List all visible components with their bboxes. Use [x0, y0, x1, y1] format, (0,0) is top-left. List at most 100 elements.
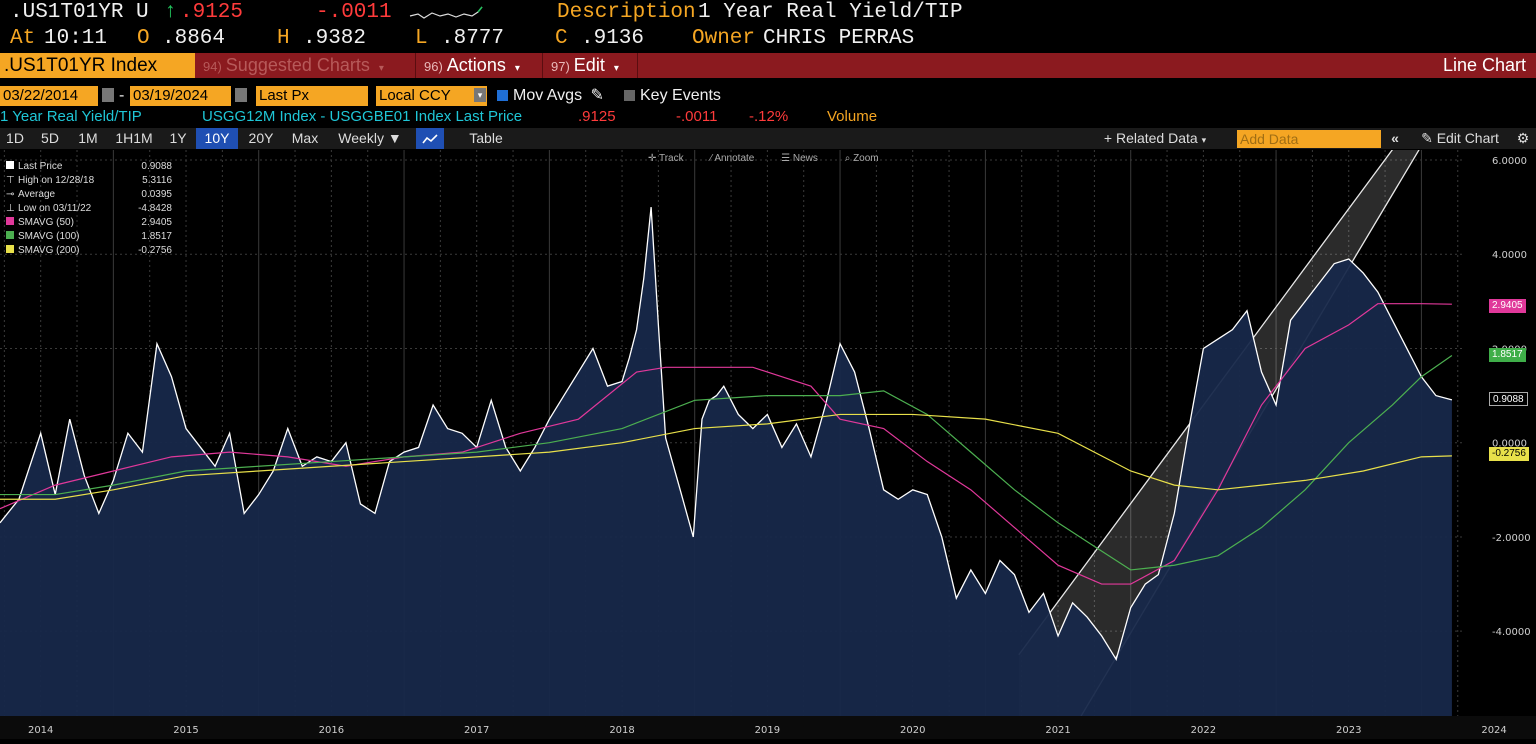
calendar-icon[interactable] — [102, 88, 114, 102]
price-field-select[interactable]: Last Px — [256, 86, 368, 106]
legend-label: Last Price — [18, 161, 63, 172]
gear-icon[interactable]: ⚙ — [1516, 130, 1530, 146]
x-tick-label: 2022 — [1191, 725, 1216, 736]
news-tool[interactable]: ☰ News — [781, 153, 818, 164]
legend-value: 2.9405 — [141, 217, 172, 228]
at-label: At — [10, 27, 36, 50]
y-tick-label: 6.0000 — [1492, 156, 1527, 167]
chart-tools: ✛ Track ⁄ Annotate ☰ News ⌕ Zoom — [648, 153, 903, 164]
price-area — [0, 207, 1452, 716]
chevron-down-icon[interactable]: ▾ — [474, 88, 486, 102]
command-bar — [0, 53, 1536, 78]
low-value: .8777 — [441, 27, 505, 50]
close-label: C — [555, 27, 568, 50]
legend-value: -4.8428 — [138, 203, 172, 214]
x-tick-label: 2021 — [1045, 725, 1070, 736]
close-value: .9136 — [581, 27, 645, 50]
legend-value: 1.8517 — [141, 231, 172, 242]
calendar-icon[interactable] — [235, 88, 247, 102]
add-data-input[interactable]: Add Data — [1237, 130, 1381, 148]
legend-value: -0.2756 — [138, 245, 172, 256]
up-arrow-icon: ↑ — [164, 1, 177, 24]
x-tick-label: 2018 — [609, 725, 634, 736]
chevron-down-icon: ▾ — [613, 63, 619, 74]
range-1m[interactable]: 1M — [78, 130, 98, 146]
sma50-axis-tag: 2.9405 — [1489, 299, 1526, 313]
actions-button[interactable]: 96) Actions ▾ — [418, 53, 543, 78]
frequency-select[interactable]: Weekly ▼ — [330, 128, 410, 149]
edit-chart-button[interactable]: ✎ Edit Chart — [1410, 128, 1510, 149]
chart-type-icon[interactable] — [416, 128, 444, 149]
key-events-checkbox[interactable]: Key Events — [624, 85, 721, 107]
owner-value: CHRIS PERRAS — [763, 27, 915, 50]
sparkline-icon — [409, 6, 483, 19]
y-tick-label: -2.0000 — [1492, 533, 1531, 544]
chevron-down-icon: ▾ — [514, 63, 520, 74]
legend-row: ⊸ Average 0.0395 — [6, 188, 172, 202]
range-20y[interactable]: 20Y — [248, 130, 274, 146]
chart-area[interactable]: 2014 2015 2016 2017 2018 2019 2020 2021 2022 2023… — [0, 145, 1536, 739]
legend-swatch — [6, 245, 14, 253]
description-label: Description — [557, 1, 696, 24]
range-1h1m[interactable]: 1H1M — [115, 130, 153, 146]
x-tick-label: 2015 — [173, 725, 198, 736]
x-axis-band — [0, 716, 1536, 739]
annotate-tool[interactable]: ⁄ Annotate — [710, 153, 755, 164]
edit-button[interactable]: 97) Edit ▾ — [545, 53, 638, 78]
zoom-tool[interactable]: ⌕ Zoom — [844, 153, 879, 164]
x-tick-label: 2016 — [319, 725, 344, 736]
sma100-line — [0, 355, 1453, 571]
mov-avgs-checkbox[interactable]: Mov Avgs ✎ — [497, 85, 604, 107]
security-field[interactable]: .US1T01YR Index — [0, 53, 195, 78]
pencil-icon[interactable]: ✎ — [590, 87, 604, 104]
net-change: -.0011 — [316, 1, 392, 24]
legend-row: SMAVG (50) 2.9405 — [6, 216, 172, 230]
range-5d[interactable]: 5D — [41, 130, 59, 146]
actions-num: 96) — [424, 59, 443, 74]
owner-label: Owner — [692, 27, 756, 50]
description-value: 1 Year Real Yield/TIP — [698, 1, 963, 24]
range-1y[interactable]: 1Y — [169, 130, 187, 146]
legend-label: SMAVG (50) — [18, 217, 74, 228]
series-last: .9125 — [578, 108, 616, 125]
line-chart[interactable]: 2014 2015 2016 2017 2018 2019 2020 2021 2022 2023… — [0, 145, 1536, 739]
checkbox-checked-icon — [497, 90, 508, 101]
sma50-line — [0, 303, 1452, 585]
range-toolbar — [0, 128, 1536, 149]
zoom-tool-label: Zoom — [853, 153, 879, 164]
table-button[interactable]: Table — [469, 130, 503, 146]
collapse-icon[interactable]: « — [1391, 130, 1399, 146]
currency-select[interactable]: Local CCY — [376, 86, 487, 106]
legend-row: SMAVG (100) 1.8517 — [6, 230, 172, 244]
edit-chart-label: Edit Chart — [1436, 130, 1499, 146]
key-events-label: Key Events — [640, 87, 721, 104]
x-tick-label: 2014 — [28, 725, 53, 736]
related-data-button[interactable]: + Related Data ▾ — [1090, 128, 1220, 149]
track-tool-label: Track — [658, 153, 684, 164]
frequency-label: Weekly — [338, 130, 384, 146]
range-1d[interactable]: 1D — [6, 130, 24, 146]
chevron-down-icon: ▾ — [378, 63, 384, 74]
track-tool[interactable]: ✛ Track — [648, 153, 684, 164]
y-tick-label: 4.0000 — [1492, 250, 1527, 261]
suggested-charts-button[interactable]: 94) Suggested Charts ▾ — [197, 53, 416, 78]
series-pct-change: -.12% — [749, 108, 789, 125]
open-value: .8864 — [162, 27, 226, 50]
legend-value: 5.3116 — [142, 175, 172, 186]
legend-row: ⊥ Low on 03/11/22 -4.8428 — [6, 202, 172, 216]
high-label: H — [277, 27, 290, 50]
range-10y[interactable]: 10Y — [196, 128, 238, 149]
low-marker-icon: ⊥ — [6, 203, 15, 214]
x-tick-label: 2020 — [900, 725, 925, 736]
edit-label: Edit — [573, 55, 605, 75]
x-tick-label: 2019 — [755, 725, 780, 736]
last-price: .9125 — [180, 1, 244, 24]
high-value: .9382 — [303, 27, 367, 50]
end-date-field[interactable]: 03/19/2024 — [130, 86, 231, 106]
sma100-axis-tag: 1.8517 — [1489, 348, 1526, 362]
range-max[interactable]: Max — [291, 130, 319, 146]
start-date-field[interactable]: 03/22/2014 — [0, 86, 98, 106]
suggested-charts-label: Suggested Charts — [225, 55, 370, 75]
average-marker-icon: ⊸ — [6, 189, 15, 200]
chevron-down-icon: ▾ — [1201, 135, 1207, 145]
